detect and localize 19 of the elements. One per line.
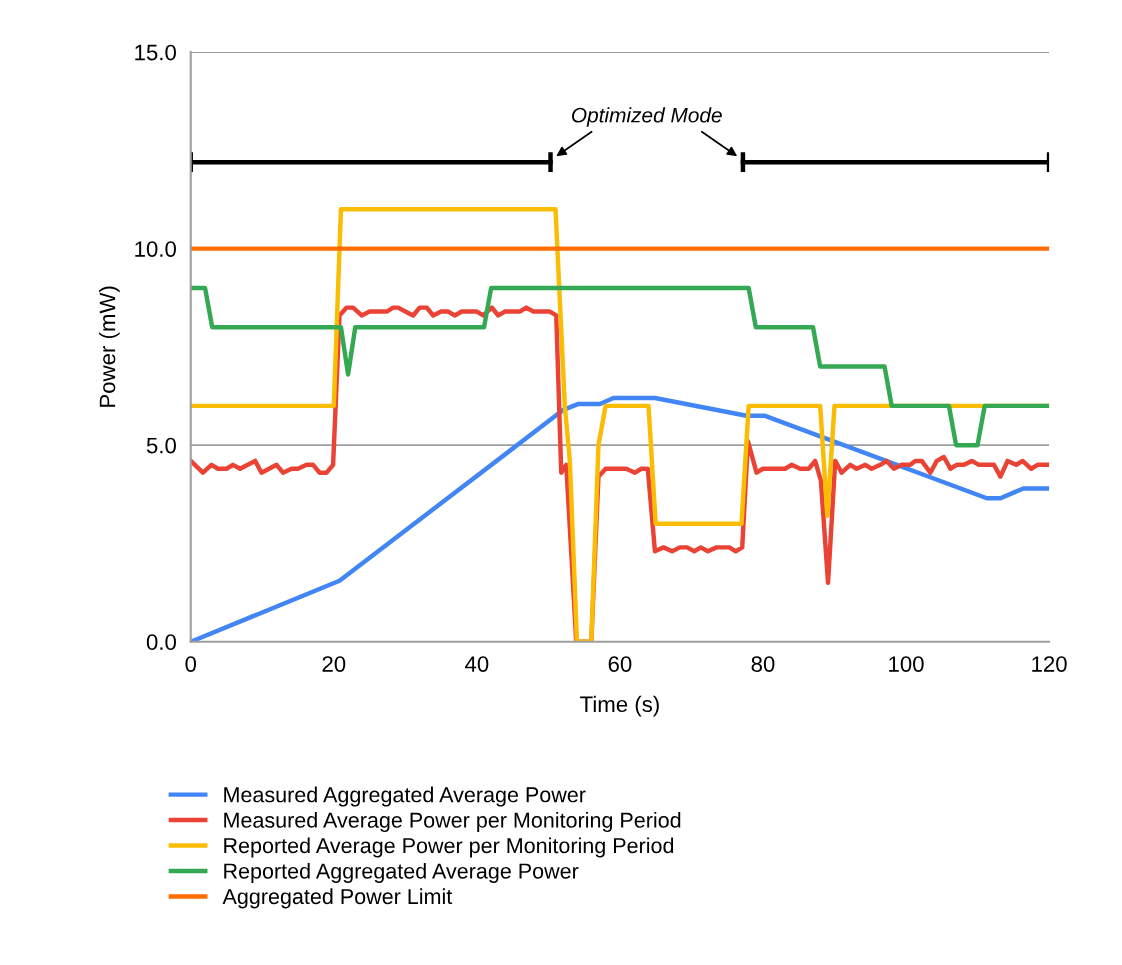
x-tick-label: 20: [322, 656, 346, 672]
y-tick-label: 10.0: [135, 241, 176, 257]
x-tick-label: 120: [1032, 656, 1067, 672]
legend-label: Aggregated Power Limit: [222, 888, 453, 909]
y-tick-label: 5.0: [146, 437, 176, 454]
annotation: Optimized Mode: [572, 107, 722, 127]
y-axis-title: Power (mW): [99, 286, 120, 407]
x-tick-label: 60: [608, 656, 632, 672]
legend-label: Reported Aggregated Average Power: [224, 862, 579, 883]
x-axis-title: Time (s): [580, 695, 659, 717]
x-tick-label: 80: [751, 656, 775, 672]
legend-label: Measured Aggregated Average Power: [224, 786, 586, 807]
legend-label: Reported Average Power per Monitoring Period: [224, 837, 674, 858]
y-tick-label: 15.0: [135, 44, 176, 61]
x-tick-label: 40: [465, 656, 489, 672]
x-tick-label: 100: [889, 656, 924, 672]
legend-label: Measured Average Power per Monitoring Period: [224, 812, 681, 833]
y-tick-label: 0.0: [146, 634, 176, 650]
x-tick-label: 0: [185, 656, 197, 672]
